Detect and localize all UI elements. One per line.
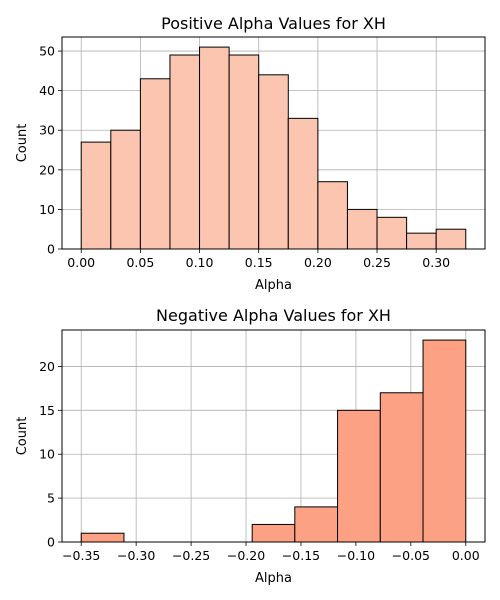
bars (80, 46, 467, 250)
histogram-bar (346, 208, 378, 250)
histogram-bar (435, 228, 467, 250)
axis-ticks: −0.35 −0.30 −0.25 −0.20 −0.15 −0.10 −0.05 0.00 0… (39, 359, 480, 563)
x-tick-label: −0.30 (117, 548, 155, 563)
x-tick-label: −0.05 (392, 548, 430, 563)
y-tick-label: 30 (39, 123, 55, 138)
histogram-bar (251, 523, 296, 543)
x-tick-label: 0.20 (304, 255, 332, 270)
y-tick-label: 20 (39, 162, 55, 177)
bars (80, 339, 467, 543)
plot-frame (61, 36, 486, 250)
y-tick-label: 10 (39, 447, 55, 462)
x-tick-label: −0.10 (337, 548, 375, 563)
chart-title: Positive Alpha Values for XH (161, 14, 386, 33)
axis-ticks: 0.00 0.05 0.10 0.15 0.20 0.25 0.30 0 10 20 30 40 50 (39, 44, 450, 270)
histogram-bar (199, 46, 230, 250)
x-axis-label: Alpha (255, 278, 292, 293)
histogram-bar (80, 141, 112, 250)
y-tick-label: 5 (47, 491, 55, 506)
positive-alpha-histogram: Positive Alpha Values for XH 0.00 0.05 0.1… (15, 14, 486, 293)
histogram-bar (139, 78, 171, 250)
histogram-bar (317, 181, 348, 250)
histogram-bar (80, 532, 125, 543)
x-tick-label: −0.25 (172, 548, 210, 563)
y-tick-label: 50 (39, 44, 55, 59)
plot-frame (61, 329, 486, 543)
y-tick-label: 10 (39, 202, 55, 217)
histogram-bar (337, 409, 381, 543)
negative-alpha-histogram: Negative Alpha Values for XH −0.35 −0.30−… (15, 306, 486, 586)
x-tick-label: −0.35 (62, 548, 100, 563)
y-tick-label: 0 (47, 535, 55, 550)
x-axis-label: Alpha (255, 571, 292, 586)
x-tick-label: 0.00 (67, 255, 95, 270)
histogram-bar (228, 54, 260, 250)
x-tick-label: 0.30 (422, 255, 450, 270)
histogram-bar (376, 216, 408, 250)
x-tick-label: 0.10 (186, 255, 214, 270)
histogram-bar (287, 117, 319, 250)
x-tick-label: −0.20 (227, 548, 265, 563)
x-tick-label: −0.15 (282, 548, 320, 563)
chart-title: Negative Alpha Values for XH (156, 306, 391, 325)
y-tick-label: 40 (39, 83, 55, 98)
y-tick-label: 0 (47, 242, 55, 257)
histogram-bar (110, 129, 141, 250)
y-tick-label: 15 (39, 403, 55, 418)
x-tick-label: 0.05 (126, 255, 154, 270)
y-axis-label: Count (15, 417, 30, 456)
histogram-bar (169, 54, 201, 250)
histogram-bar (294, 506, 339, 543)
y-axis-label: Count (15, 124, 30, 163)
x-tick-label: 0.00 (452, 548, 480, 563)
x-tick-label: 0.25 (363, 255, 391, 270)
histogram-bar (406, 232, 437, 250)
histogram-bar (258, 74, 289, 250)
x-tick-label: 0.15 (245, 255, 273, 270)
histogram-bar (379, 392, 424, 543)
histogram-bar (422, 339, 467, 543)
y-tick-label: 20 (39, 359, 55, 374)
